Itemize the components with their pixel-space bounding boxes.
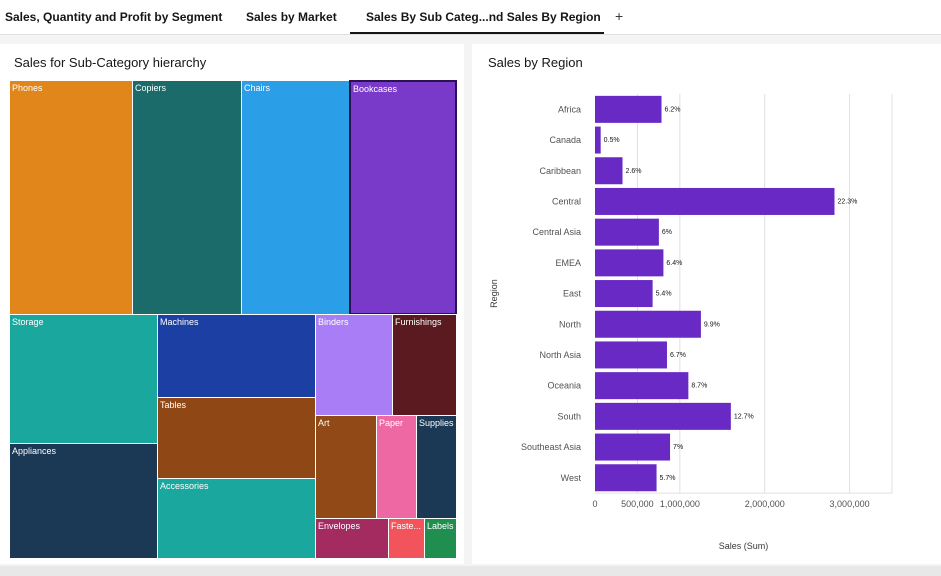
x-axis-title: Sales (Sum) bbox=[719, 541, 769, 551]
data-label-caribbean: 2.6% bbox=[626, 168, 642, 175]
tab-bar: Sales, Quantity and Profit by Segment Sa… bbox=[0, 0, 941, 35]
treemap-label-machines: Machines bbox=[160, 317, 199, 327]
treemap-label-bookcases: Bookcases bbox=[353, 84, 398, 94]
data-label-central: 22.3% bbox=[837, 198, 857, 205]
treemap-cell-storage[interactable]: Storage bbox=[9, 314, 158, 444]
tab-sales-by-subcategory-region[interactable]: Sales By Sub Categ...nd Sales By Region bbox=[350, 0, 604, 34]
treemap-label-envelopes: Envelopes bbox=[318, 521, 361, 531]
treemap-cell-accessories[interactable]: Accessories bbox=[157, 478, 316, 559]
treemap-cell-fasteners[interactable]: Faste... bbox=[388, 518, 425, 559]
x-tick-label: 1,000,000 bbox=[660, 499, 700, 509]
bar-north-asia[interactable] bbox=[595, 341, 667, 369]
treemap-cell-copiers[interactable]: Copiers bbox=[132, 80, 242, 315]
treemap-cell-labels[interactable]: Labels bbox=[424, 518, 457, 559]
treemap-label-furnishings: Furnishings bbox=[395, 317, 442, 327]
treemap-cell-paper[interactable]: Paper bbox=[376, 415, 417, 519]
bar-southeast-asia[interactable] bbox=[595, 433, 671, 461]
y-axis-title: Region bbox=[489, 279, 499, 308]
sales-by-region-chart: 0 500,000 1,000,000 2,000,000 3,000,000 Afric… bbox=[489, 94, 893, 551]
bar-central-asia[interactable] bbox=[595, 218, 659, 246]
data-label-oceania: 8.7% bbox=[691, 383, 707, 390]
bar-north[interactable] bbox=[595, 310, 701, 338]
category-label-canada: Canada bbox=[549, 135, 581, 145]
bar-chart-title: Sales by Region bbox=[488, 55, 583, 70]
treemap-label-copiers: Copiers bbox=[135, 83, 167, 93]
category-label-central-asia: Central Asia bbox=[532, 227, 581, 237]
x-tick-label: 3,000,000 bbox=[830, 499, 870, 509]
treemap-cell-binders[interactable]: Binders bbox=[315, 314, 393, 416]
data-label-africa: 6.2% bbox=[665, 106, 681, 113]
bar-africa[interactable] bbox=[595, 95, 662, 123]
data-label-east: 5.4% bbox=[656, 291, 672, 298]
treemap-cell-tables[interactable]: Tables bbox=[157, 397, 316, 479]
treemap-cell-supplies[interactable]: Supplies bbox=[416, 415, 457, 519]
bar-west[interactable] bbox=[595, 464, 657, 492]
data-label-north-asia: 6.7% bbox=[670, 352, 686, 359]
treemap-label-supplies: Supplies bbox=[419, 418, 454, 428]
tab-sales-by-market[interactable]: Sales by Market bbox=[246, 10, 337, 24]
treemap-label-fasteners: Faste... bbox=[391, 521, 422, 531]
bar-chart-card: Sales by Region 0 500,000 1,000,000 2,000,0… bbox=[472, 44, 941, 564]
bar-east[interactable] bbox=[595, 280, 653, 308]
bottom-scrollbar[interactable] bbox=[0, 566, 941, 576]
treemap-cell-machines[interactable]: Machines bbox=[157, 314, 316, 398]
treemap-cell-envelopes[interactable]: Envelopes bbox=[315, 518, 389, 559]
treemap-label-accessories: Accessories bbox=[160, 481, 209, 491]
data-label-south: 12.7% bbox=[734, 413, 754, 420]
bar-oceania[interactable] bbox=[595, 372, 689, 400]
add-tab-button[interactable]: + bbox=[615, 8, 624, 24]
treemap-cell-phones[interactable]: Phones bbox=[9, 80, 133, 315]
category-label-north-asia: North Asia bbox=[539, 350, 581, 360]
treemap-cell-art[interactable]: Art bbox=[315, 415, 377, 519]
category-label-west: West bbox=[561, 473, 582, 483]
treemap-label-tables: Tables bbox=[160, 400, 187, 410]
treemap-label-art: Art bbox=[318, 418, 330, 428]
category-label-central: Central bbox=[552, 196, 581, 206]
treemap-title: Sales for Sub-Category hierarchy bbox=[14, 55, 207, 70]
treemap-cell-bookcases[interactable]: Bookcases bbox=[349, 80, 457, 315]
treemap-label-phones: Phones bbox=[12, 83, 43, 93]
treemap-label-chairs: Chairs bbox=[244, 83, 271, 93]
treemap-cell-furnishings[interactable]: Furnishings bbox=[392, 314, 457, 416]
treemap-label-labels: Labels bbox=[427, 521, 454, 531]
tab-sales-quantity-profit[interactable]: Sales, Quantity and Profit by Segment bbox=[5, 10, 223, 24]
category-label-caribbean: Caribbean bbox=[539, 166, 581, 176]
category-label-east: East bbox=[563, 289, 582, 299]
category-label-emea: EMEA bbox=[555, 258, 581, 268]
treemap-cell-chairs[interactable]: Chairs bbox=[241, 80, 350, 315]
category-label-north: North bbox=[559, 319, 581, 329]
bar-caribbean[interactable] bbox=[595, 157, 623, 185]
treemap-label-binders: Binders bbox=[318, 317, 349, 327]
treemap-label-storage: Storage bbox=[12, 317, 44, 327]
data-label-west: 5.7% bbox=[660, 475, 676, 482]
x-tick-label: 500,000 bbox=[621, 499, 654, 509]
x-tick-label: 0 bbox=[592, 499, 597, 509]
data-label-central-asia: 6% bbox=[662, 229, 672, 236]
x-tick-label: 2,000,000 bbox=[745, 499, 785, 509]
category-label-southeast-asia: Southeast Asia bbox=[521, 442, 581, 452]
category-label-oceania: Oceania bbox=[547, 381, 581, 391]
category-label-africa: Africa bbox=[558, 104, 581, 114]
data-label-north: 9.9% bbox=[704, 321, 720, 328]
treemap-label-paper: Paper bbox=[379, 418, 404, 428]
data-label-canada: 0.5% bbox=[604, 137, 620, 144]
data-label-southeast-asia: 7% bbox=[673, 444, 683, 451]
treemap-label-appliances: Appliances bbox=[12, 446, 57, 456]
data-label-emea: 6.4% bbox=[666, 260, 682, 267]
bar-emea[interactable] bbox=[595, 249, 664, 277]
bar-central[interactable] bbox=[595, 187, 835, 215]
bar-south[interactable] bbox=[595, 402, 731, 430]
category-label-south: South bbox=[557, 411, 581, 421]
treemap-cell-appliances[interactable]: Appliances bbox=[9, 443, 158, 559]
bar-canada[interactable] bbox=[595, 126, 601, 154]
